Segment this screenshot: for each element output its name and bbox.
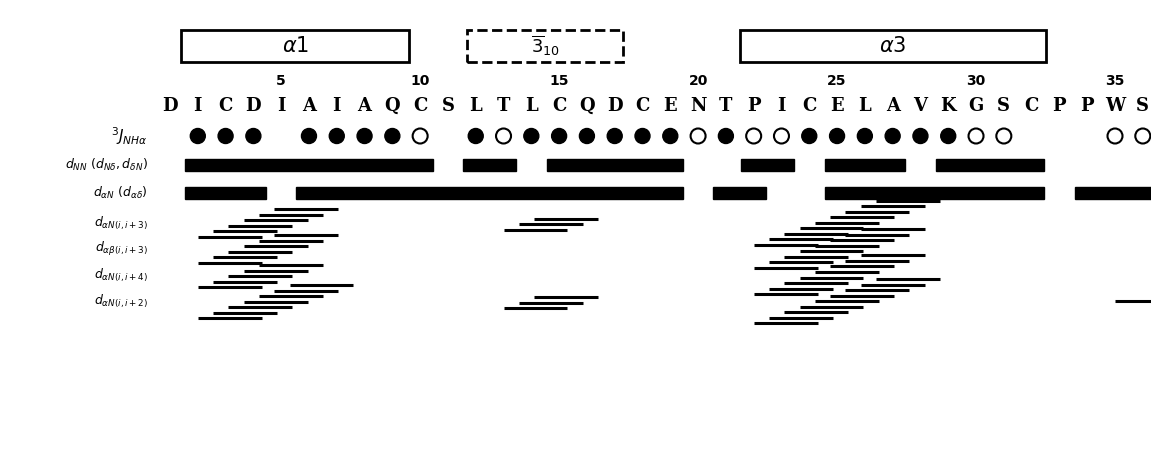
Bar xyxy=(181,30,409,62)
Text: $d_{\alpha N(i,i+2)}$: $d_{\alpha N(i,i+2)}$ xyxy=(94,292,148,310)
Circle shape xyxy=(551,129,566,143)
Circle shape xyxy=(997,129,1012,143)
Text: I: I xyxy=(333,97,341,115)
Text: L: L xyxy=(525,97,538,115)
Text: W: W xyxy=(1105,97,1125,115)
Circle shape xyxy=(830,129,845,143)
Circle shape xyxy=(1107,129,1122,143)
Text: C: C xyxy=(219,97,233,115)
Text: L: L xyxy=(859,97,871,115)
Text: Q: Q xyxy=(384,97,401,115)
Text: $d_{\alpha N(i,i+4)}$: $d_{\alpha N(i,i+4)}$ xyxy=(94,266,148,284)
Text: T: T xyxy=(497,97,510,115)
Circle shape xyxy=(691,129,706,143)
Circle shape xyxy=(329,129,344,143)
Text: P: P xyxy=(747,97,761,115)
Text: C: C xyxy=(413,97,427,115)
Circle shape xyxy=(802,129,817,143)
Text: G: G xyxy=(968,97,984,115)
Bar xyxy=(824,187,1044,199)
Text: P: P xyxy=(1053,97,1066,115)
Text: 10: 10 xyxy=(411,74,429,88)
Text: Q: Q xyxy=(579,97,595,115)
Bar xyxy=(297,187,683,199)
Text: $d_{\alpha\beta(i,i+3)}$: $d_{\alpha\beta(i,i+3)}$ xyxy=(94,240,148,258)
Text: S: S xyxy=(442,97,455,115)
Bar xyxy=(547,159,683,171)
Text: C: C xyxy=(552,97,566,115)
Circle shape xyxy=(913,129,928,143)
Text: T: T xyxy=(719,97,732,115)
Bar xyxy=(741,159,794,171)
Text: I: I xyxy=(777,97,786,115)
Text: L: L xyxy=(470,97,482,115)
Bar xyxy=(1075,187,1151,199)
Text: P: P xyxy=(1081,97,1093,115)
Text: $^3J_{NH\alpha}$: $^3J_{NH\alpha}$ xyxy=(112,125,148,147)
Bar xyxy=(463,159,516,171)
Circle shape xyxy=(968,129,983,143)
Circle shape xyxy=(1135,129,1150,143)
Text: $d_{NN}\ (d_{N\delta},d_{\delta N})$: $d_{NN}\ (d_{N\delta},d_{\delta N})$ xyxy=(66,157,148,173)
Circle shape xyxy=(718,129,733,143)
Text: 20: 20 xyxy=(688,74,708,88)
Circle shape xyxy=(885,129,900,143)
Text: C: C xyxy=(635,97,649,115)
Bar xyxy=(936,159,1044,171)
Circle shape xyxy=(773,129,788,143)
Circle shape xyxy=(190,129,205,143)
Text: D: D xyxy=(245,97,261,115)
Circle shape xyxy=(302,129,317,143)
Text: 5: 5 xyxy=(276,74,287,88)
Text: I: I xyxy=(277,97,285,115)
Bar xyxy=(740,30,1045,62)
Circle shape xyxy=(746,129,761,143)
Text: N: N xyxy=(689,97,707,115)
Text: K: K xyxy=(940,97,956,115)
Text: $\overline{3}_{10}$: $\overline{3}_{10}$ xyxy=(531,34,559,58)
Text: E: E xyxy=(830,97,844,115)
Circle shape xyxy=(384,129,399,143)
Text: $d_{\alpha N}\ (d_{\alpha\delta})$: $d_{\alpha N}\ (d_{\alpha\delta})$ xyxy=(93,185,148,201)
Text: D: D xyxy=(162,97,177,115)
Bar xyxy=(467,30,623,62)
Bar xyxy=(824,159,905,171)
Text: E: E xyxy=(663,97,677,115)
Text: S: S xyxy=(1136,97,1150,115)
Text: I: I xyxy=(193,97,203,115)
Text: D: D xyxy=(607,97,623,115)
Bar xyxy=(185,187,266,199)
Bar xyxy=(185,159,433,171)
Text: 35: 35 xyxy=(1105,74,1125,88)
Circle shape xyxy=(579,129,594,143)
Circle shape xyxy=(413,129,428,143)
Text: $\alpha$3: $\alpha$3 xyxy=(879,36,906,56)
Circle shape xyxy=(246,129,261,143)
Bar xyxy=(714,187,767,199)
Circle shape xyxy=(635,129,650,143)
Circle shape xyxy=(468,129,483,143)
Text: A: A xyxy=(302,97,317,115)
Circle shape xyxy=(608,129,623,143)
Circle shape xyxy=(218,129,234,143)
Text: A: A xyxy=(885,97,900,115)
Circle shape xyxy=(857,129,872,143)
Text: A: A xyxy=(358,97,372,115)
Circle shape xyxy=(524,129,539,143)
Text: C: C xyxy=(1024,97,1039,115)
Circle shape xyxy=(496,129,511,143)
Circle shape xyxy=(940,129,955,143)
Circle shape xyxy=(357,129,372,143)
Text: 25: 25 xyxy=(828,74,847,88)
Text: 30: 30 xyxy=(967,74,985,88)
Circle shape xyxy=(663,129,678,143)
Text: 15: 15 xyxy=(549,74,569,88)
Text: $d_{\alpha N(i,i+3)}$: $d_{\alpha N(i,i+3)}$ xyxy=(94,214,148,232)
Text: $\alpha$1: $\alpha$1 xyxy=(282,36,308,56)
Text: C: C xyxy=(802,97,816,115)
Text: V: V xyxy=(914,97,928,115)
Text: S: S xyxy=(997,97,1011,115)
